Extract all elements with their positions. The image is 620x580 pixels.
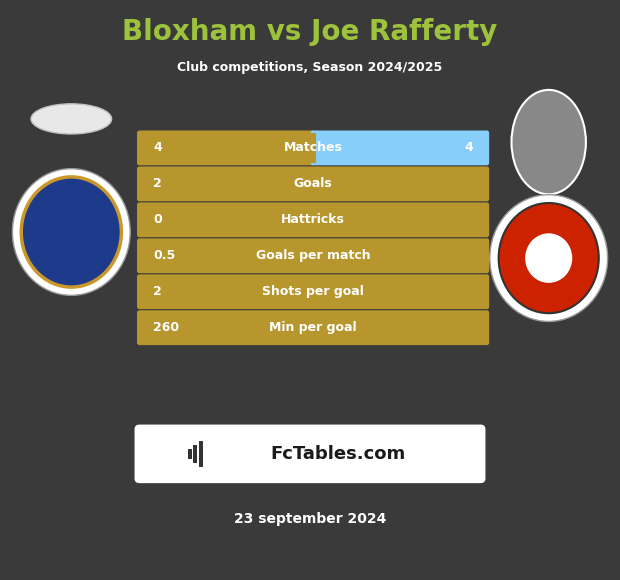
Text: 4: 4	[464, 142, 473, 154]
Bar	[310, 133, 316, 163]
FancyBboxPatch shape	[135, 425, 485, 483]
Ellipse shape	[12, 169, 130, 295]
Bar	[188, 449, 192, 459]
Text: 2: 2	[153, 285, 162, 298]
Bar	[193, 445, 197, 463]
Text: Goals per match: Goals per match	[256, 249, 370, 262]
Ellipse shape	[21, 177, 122, 287]
Text: Goals: Goals	[294, 177, 332, 190]
Ellipse shape	[498, 203, 599, 313]
Text: Matches: Matches	[284, 142, 342, 154]
Text: Bloxham vs Joe Rafferty: Bloxham vs Joe Rafferty	[122, 18, 498, 46]
FancyBboxPatch shape	[311, 130, 489, 165]
Text: 0: 0	[153, 213, 162, 226]
FancyBboxPatch shape	[137, 130, 316, 165]
Text: Shots per goal: Shots per goal	[262, 285, 364, 298]
Ellipse shape	[525, 233, 572, 283]
FancyBboxPatch shape	[137, 238, 489, 273]
Text: 4: 4	[153, 142, 162, 154]
Text: Club competitions, Season 2024/2025: Club competitions, Season 2024/2025	[177, 61, 443, 74]
Text: FcTables.com: FcTables.com	[270, 445, 405, 463]
Bar	[199, 441, 203, 466]
Ellipse shape	[490, 195, 608, 321]
FancyBboxPatch shape	[137, 310, 489, 345]
Ellipse shape	[31, 104, 112, 134]
Text: 0.5: 0.5	[153, 249, 175, 262]
FancyBboxPatch shape	[137, 274, 489, 309]
FancyBboxPatch shape	[137, 166, 489, 201]
Text: 23 september 2024: 23 september 2024	[234, 512, 386, 526]
Text: 260: 260	[153, 321, 179, 334]
FancyBboxPatch shape	[137, 202, 489, 237]
Text: 2: 2	[153, 177, 162, 190]
Text: Min per goal: Min per goal	[269, 321, 357, 334]
Text: Hattricks: Hattricks	[281, 213, 345, 226]
Ellipse shape	[512, 90, 586, 194]
